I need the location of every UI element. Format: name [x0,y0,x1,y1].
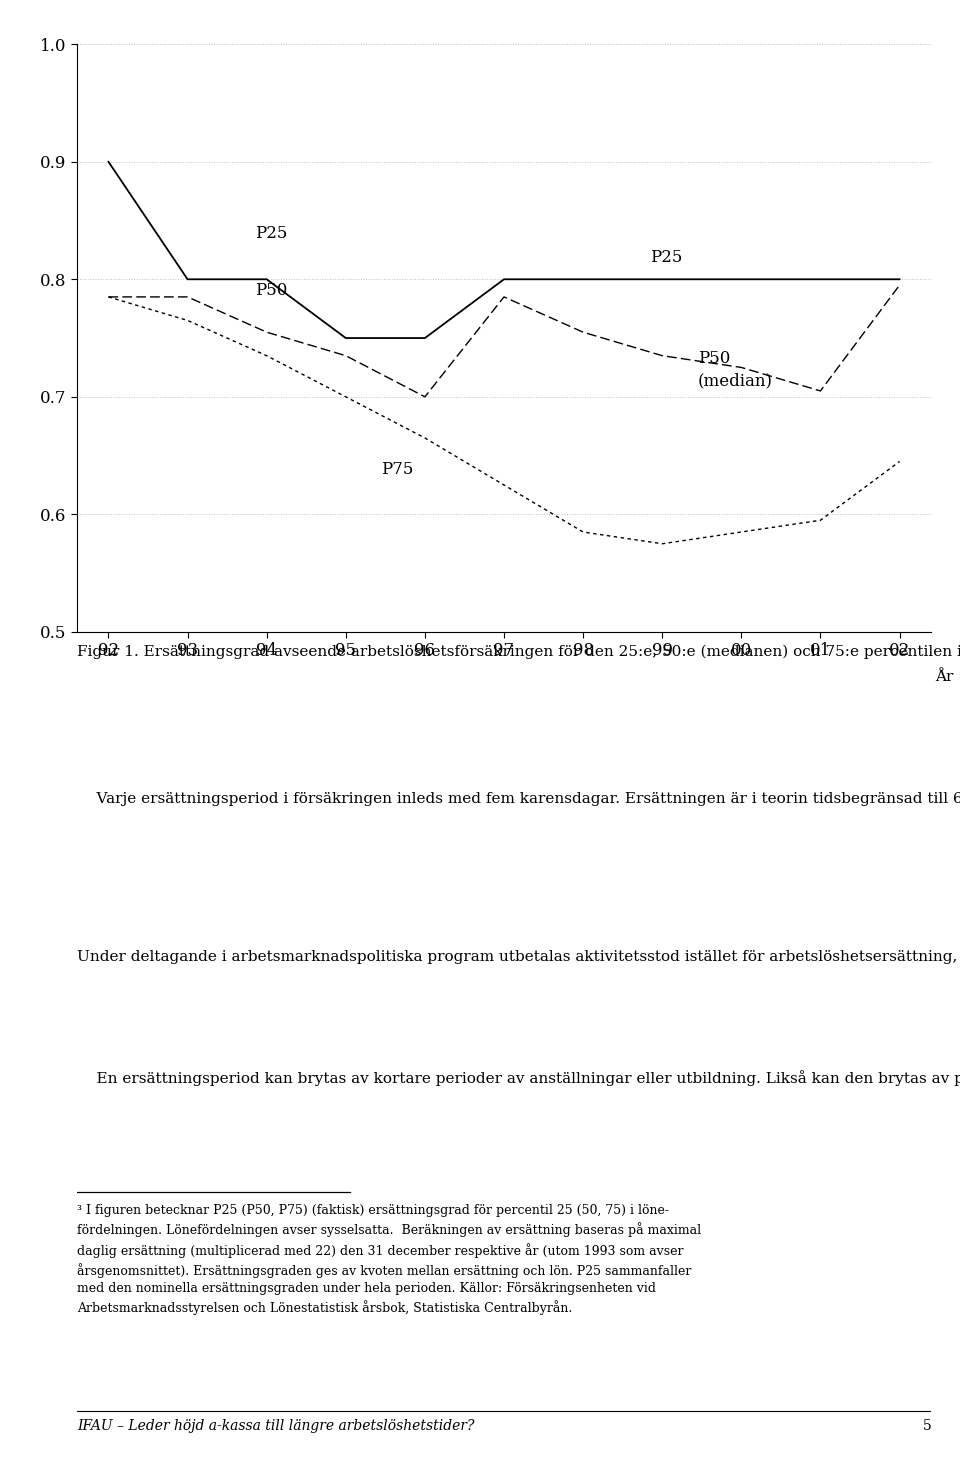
Text: Figur 1. Ersättningsgrad avseende arbetslöshetsförsäkringen för den 25:e, 50:e (: Figur 1. Ersättningsgrad avseende arbets… [77,644,960,658]
Text: P25: P25 [650,249,683,265]
Text: En ersättningsperiod kan brytas av kortare perioder av anställningar eller utbil: En ersättningsperiod kan brytas av korta… [77,1071,960,1086]
Text: P25: P25 [254,225,287,242]
Text: 5: 5 [923,1418,931,1433]
Text: P75: P75 [381,461,414,479]
Text: Under deltagande i arbetsmarknadspolitiska program utbetalas aktivitetsstod istä: Under deltagande i arbetsmarknadspolitis… [77,949,960,965]
Text: IFAU – Leder höjd a-kassa till längre arbetslöshetstider?: IFAU – Leder höjd a-kassa till längre ar… [77,1418,474,1433]
Text: Varje ersättningsperiod i försäkringen inleds med fem karensdagar. Ersättningen : Varje ersättningsperiod i försäkringen i… [77,790,960,806]
Text: P50
(median): P50 (median) [698,351,773,389]
Text: År: År [935,670,954,683]
Text: P50: P50 [254,281,287,299]
Text: ³ I figuren betecknar P25 (P50, P75) (faktisk) ersättningsgrad för percentil 25 : ³ I figuren betecknar P25 (P50, P75) (fa… [77,1203,701,1315]
